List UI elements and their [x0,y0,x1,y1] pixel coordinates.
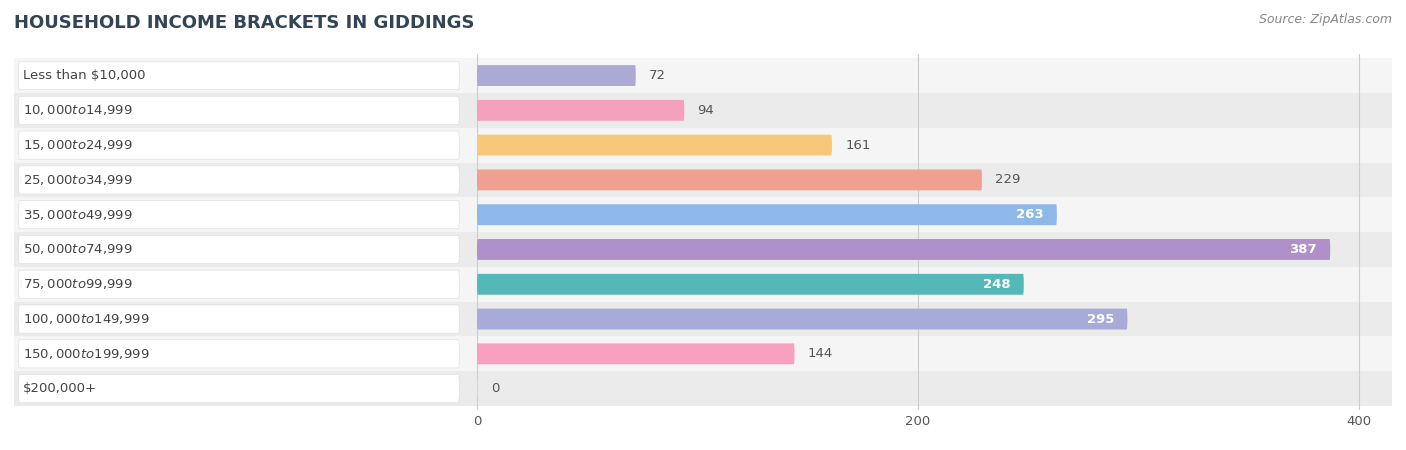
Bar [14,267,1392,302]
Text: 387: 387 [1289,243,1317,256]
FancyBboxPatch shape [477,343,794,365]
FancyBboxPatch shape [477,65,636,86]
FancyBboxPatch shape [18,374,460,403]
Circle shape [21,307,22,331]
FancyBboxPatch shape [477,309,1128,329]
Text: 229: 229 [995,173,1021,186]
FancyBboxPatch shape [477,274,1024,295]
FancyBboxPatch shape [477,170,981,190]
Bar [14,93,1392,128]
FancyBboxPatch shape [477,204,1057,225]
Circle shape [21,168,22,192]
Circle shape [21,342,22,366]
FancyBboxPatch shape [18,270,460,298]
Bar [14,337,1392,371]
Circle shape [21,377,22,400]
Bar [14,162,1392,197]
Circle shape [21,272,22,296]
Text: $200,000+: $200,000+ [22,382,97,395]
Text: HOUSEHOLD INCOME BRACKETS IN GIDDINGS: HOUSEHOLD INCOME BRACKETS IN GIDDINGS [14,14,475,32]
Text: $35,000 to $49,999: $35,000 to $49,999 [22,208,132,222]
Text: 144: 144 [807,347,832,360]
Bar [14,232,1392,267]
Text: 72: 72 [650,69,666,82]
Circle shape [21,238,22,261]
Circle shape [21,133,22,157]
Circle shape [21,203,22,227]
Circle shape [21,99,22,122]
Text: $15,000 to $24,999: $15,000 to $24,999 [22,138,132,152]
Bar [14,371,1392,406]
FancyBboxPatch shape [18,62,460,90]
Bar [14,197,1392,232]
Text: $100,000 to $149,999: $100,000 to $149,999 [22,312,149,326]
FancyBboxPatch shape [18,131,460,159]
Text: 263: 263 [1017,208,1043,221]
Text: $10,000 to $14,999: $10,000 to $14,999 [22,104,132,117]
Text: 161: 161 [845,139,870,152]
FancyBboxPatch shape [477,239,1330,260]
FancyBboxPatch shape [18,340,460,368]
Text: Less than $10,000: Less than $10,000 [22,69,145,82]
Text: 94: 94 [697,104,714,117]
FancyBboxPatch shape [18,201,460,229]
Bar [14,128,1392,162]
Text: 295: 295 [1087,313,1114,325]
Bar [14,58,1392,93]
FancyBboxPatch shape [18,235,460,264]
FancyBboxPatch shape [18,166,460,194]
FancyBboxPatch shape [477,135,832,156]
FancyBboxPatch shape [18,305,460,333]
Text: Source: ZipAtlas.com: Source: ZipAtlas.com [1258,14,1392,27]
Text: $150,000 to $199,999: $150,000 to $199,999 [22,347,149,361]
Text: 0: 0 [491,382,499,395]
Text: 248: 248 [983,278,1011,291]
Text: $25,000 to $34,999: $25,000 to $34,999 [22,173,132,187]
Text: $50,000 to $74,999: $50,000 to $74,999 [22,243,132,256]
Bar [14,302,1392,337]
FancyBboxPatch shape [18,96,460,125]
Text: $75,000 to $99,999: $75,000 to $99,999 [22,277,132,291]
FancyBboxPatch shape [477,100,685,121]
Circle shape [21,63,22,88]
